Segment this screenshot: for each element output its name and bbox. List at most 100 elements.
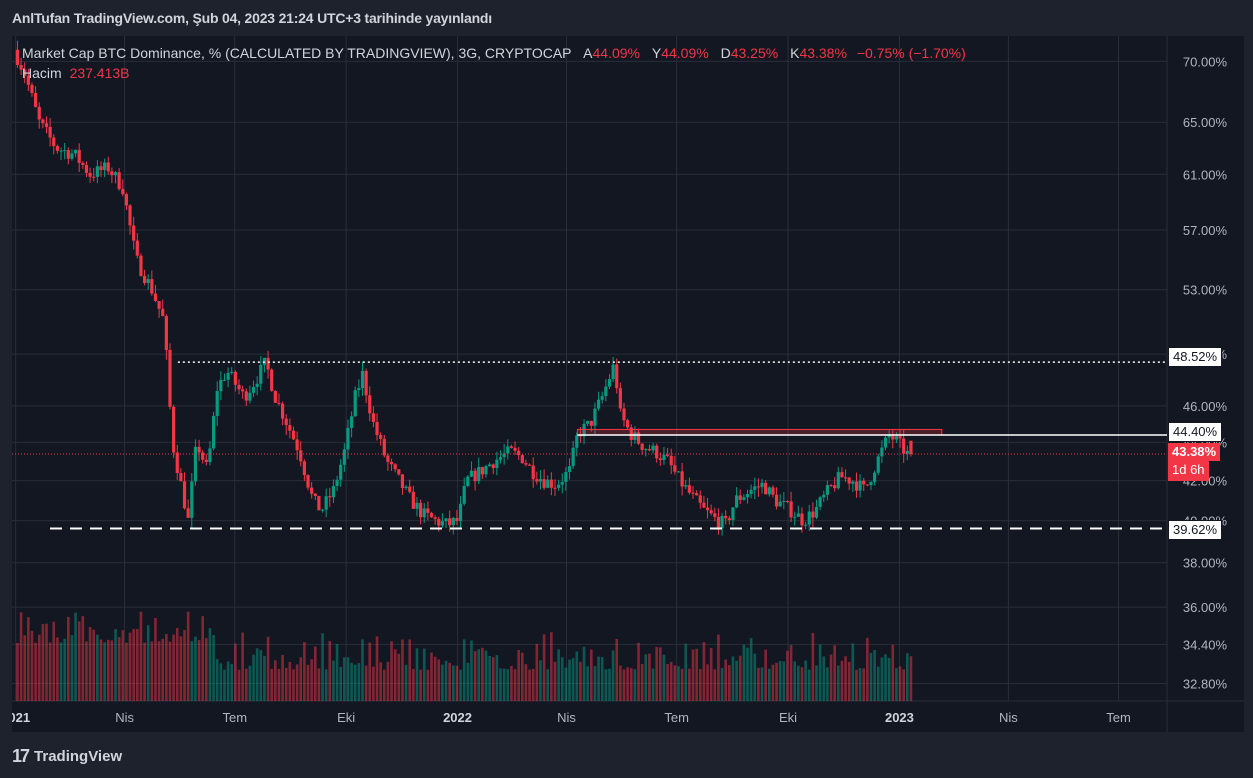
volume-bar — [63, 638, 66, 701]
candle-body — [727, 518, 731, 521]
candle-body — [379, 434, 383, 439]
candle-body — [135, 240, 139, 256]
volume-bar — [172, 634, 175, 701]
volume-bar — [99, 639, 103, 701]
volume-bar — [826, 667, 829, 701]
volume-bar — [807, 669, 811, 701]
volume-bar — [451, 665, 455, 701]
volume-bar — [175, 627, 179, 701]
volume-bar — [16, 642, 19, 701]
volume-bar — [550, 632, 553, 701]
volume-bar — [353, 664, 357, 701]
volume-bar — [266, 636, 270, 701]
candle-body — [687, 485, 691, 493]
volume-bar — [804, 660, 807, 701]
candle-body — [843, 477, 848, 479]
volume-bar — [557, 649, 560, 701]
volume-bar — [491, 657, 495, 701]
volume-bar — [702, 642, 706, 701]
candle-body — [480, 467, 484, 475]
candle-body — [128, 205, 132, 226]
candle-body — [433, 517, 437, 519]
candle-body — [117, 172, 121, 190]
volume-bar — [753, 653, 757, 701]
candle-body — [502, 453, 506, 458]
candle-body — [811, 511, 815, 518]
volume-bar — [502, 668, 506, 701]
candle-body — [400, 474, 405, 489]
symbol-title: Market Cap BTC Dominance, % (CALCULATED … — [22, 45, 572, 61]
volume-bar — [568, 659, 571, 701]
volume-bar — [168, 641, 172, 701]
candle-body — [106, 162, 110, 172]
candle-body — [582, 423, 586, 437]
change-value: −0.75% (−1.70%) — [856, 45, 966, 61]
candle-body — [760, 482, 764, 488]
candle-body — [193, 446, 198, 482]
volume-bar — [884, 654, 887, 701]
candle-body — [647, 449, 652, 451]
candle-body — [306, 475, 310, 488]
candle-body — [771, 487, 775, 495]
volume-bar — [531, 668, 535, 701]
candle-body — [182, 481, 187, 509]
volume-bar — [470, 640, 473, 701]
volume-bar — [833, 645, 836, 701]
volume-bar — [662, 654, 666, 701]
volume-bar — [521, 652, 524, 701]
price-chart[interactable]: 70.00%65.00%61.00%57.00%53.00%49.00%46.0… — [12, 36, 1244, 732]
volume-bar — [506, 669, 510, 701]
candle-body — [538, 479, 543, 482]
volume-bar — [542, 634, 546, 701]
candle-body — [382, 438, 386, 456]
candle-body — [66, 150, 70, 159]
candle-body — [342, 449, 346, 465]
chart-area[interactable]: 70.00%65.00%61.00%57.00%53.00%49.00%46.0… — [12, 36, 1244, 732]
volume-bar — [757, 667, 760, 701]
candle-body — [734, 495, 739, 508]
candle-body — [360, 370, 365, 389]
candle-body — [658, 458, 662, 461]
x-tick-label: Nis — [115, 710, 134, 725]
volume-bar — [92, 629, 96, 701]
volume-bar — [764, 649, 767, 701]
volume-bar — [259, 650, 263, 701]
candle-body — [873, 472, 877, 482]
candle-body — [495, 459, 499, 469]
candle-body — [299, 450, 303, 462]
volume-bar — [77, 621, 81, 701]
volume-bar — [332, 660, 335, 701]
candle-body — [535, 479, 539, 482]
y-tick-label: 36.00% — [1183, 600, 1228, 615]
candle-body — [248, 392, 252, 401]
volume-bar — [412, 668, 415, 701]
candle-body — [807, 511, 811, 525]
candle-body — [883, 437, 888, 448]
volume-bar — [190, 641, 194, 701]
volume-bar — [590, 649, 593, 701]
volume-bar — [778, 660, 782, 701]
volume-bar — [855, 669, 858, 701]
y-tick-label: 53.00% — [1183, 283, 1228, 298]
candle-body — [607, 379, 612, 387]
volume-bar — [858, 668, 862, 701]
volume-value: 237.413B — [69, 65, 130, 81]
candle-body — [774, 494, 779, 507]
volume-bar — [219, 663, 223, 701]
volume-bar — [248, 665, 252, 701]
candle-body — [146, 279, 150, 284]
volume-bar — [829, 654, 833, 701]
candle-body — [629, 427, 633, 440]
volume-bar — [368, 642, 372, 701]
y-tick-label: 57.00% — [1183, 223, 1228, 238]
legend-row-volume: Hacim 237.413B — [22, 65, 966, 81]
candle-body — [742, 497, 746, 500]
volume-bar — [582, 646, 586, 701]
volume-bar — [41, 624, 45, 701]
volume-bar — [415, 648, 419, 701]
tradingview-logo-icon: 17 — [12, 746, 30, 766]
candle-body — [310, 487, 314, 494]
volume-bar — [226, 661, 230, 701]
volume-bar — [880, 657, 884, 701]
candle-body — [124, 194, 129, 206]
